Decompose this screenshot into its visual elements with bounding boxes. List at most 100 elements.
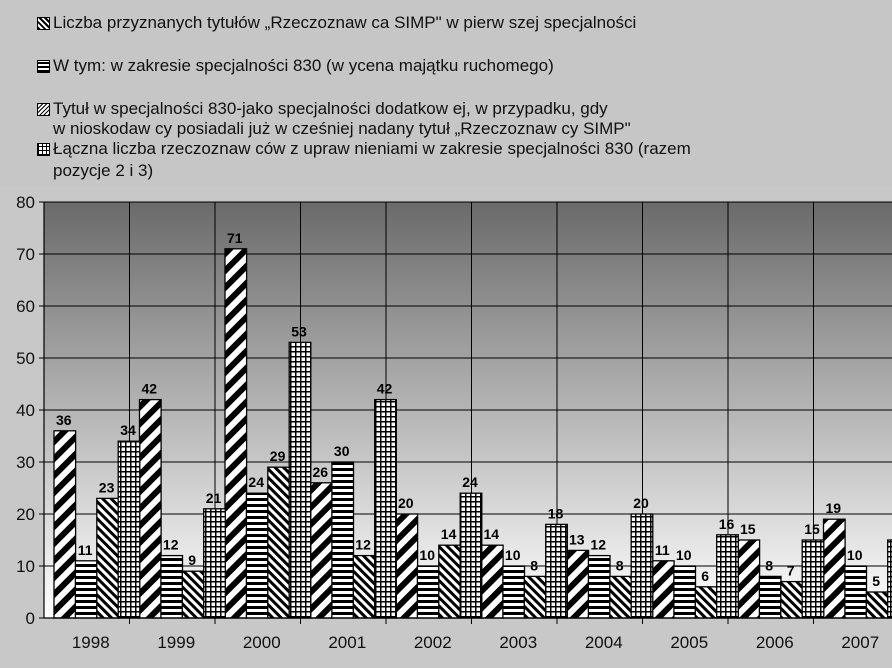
bar: [566, 549, 590, 619]
bar: [822, 518, 846, 619]
bar-value-label: 15: [740, 521, 756, 537]
bar: [758, 575, 782, 619]
bar: [801, 539, 825, 619]
legend-label: Łączna liczba rzeczoznaw ców z upraw nie…: [53, 139, 691, 158]
bar: [865, 591, 889, 619]
bar: [673, 565, 697, 619]
bar-value-label: 42: [142, 381, 158, 397]
legend: Liczba przyznanych tytułów „Rzeczoznaw c…: [0, 0, 892, 186]
bar-value-label: 8: [765, 557, 773, 573]
bar: [117, 440, 141, 619]
bar-value-label: 29: [270, 448, 286, 464]
x-tick-label: 2007: [841, 633, 879, 652]
x-tick-label: 2006: [756, 633, 794, 652]
bar: [288, 341, 312, 619]
bar-value-label: 24: [248, 474, 264, 490]
bar-value-label: 30: [334, 443, 350, 459]
bar-value-label: 14: [484, 526, 500, 542]
bar: [480, 544, 504, 619]
bar-value-label: 8: [616, 557, 624, 573]
x-tick-label: 2005: [670, 633, 708, 652]
bar: [309, 482, 333, 619]
x-tick-label: 2002: [414, 633, 452, 652]
bar: [395, 513, 419, 619]
bar-value-label: 6: [701, 568, 709, 584]
bar: [96, 497, 120, 619]
gridlines: [44, 201, 892, 618]
legend-label: Liczba przyznanych tytułów „Rzeczoznaw c…: [53, 13, 637, 32]
bar: [630, 513, 654, 619]
x-tick-label: 2003: [499, 633, 537, 652]
bar-value-label: 11: [78, 542, 93, 558]
legend-swatch-grid-icon: [37, 143, 50, 156]
bar: [459, 492, 483, 619]
bar: [203, 508, 226, 619]
y-tick-label: 70: [16, 245, 35, 264]
bar-value-label: 7: [787, 563, 795, 579]
y-tick-label: 80: [16, 193, 35, 212]
legend-swatch-fine-diagonal-icon: [37, 103, 50, 116]
bar: [224, 248, 248, 619]
bar: [416, 565, 440, 619]
bar-value-label: 26: [313, 464, 329, 480]
bar-value-label: 34: [120, 422, 136, 438]
y-tick-label: 20: [16, 505, 35, 524]
bar: [716, 534, 739, 619]
bar-value-label: 19: [826, 500, 842, 516]
bar-value-label: 5: [872, 573, 880, 589]
bars: [53, 248, 892, 619]
legend-label: pozycje 2 i 3): [53, 161, 154, 180]
x-tick-label: 1998: [72, 633, 110, 652]
bar-value-label: 24: [462, 474, 478, 490]
bar-value-label: 23: [99, 479, 115, 495]
bar: [74, 560, 98, 619]
bar: [587, 554, 611, 619]
bar: [181, 570, 205, 619]
bar: [844, 565, 868, 619]
legend-label: Tytuł w specjalności 830-jako specjalnoś…: [53, 99, 608, 118]
bar: [737, 539, 761, 619]
bar-value-label: 36: [56, 412, 72, 428]
x-tick-label: 2001: [328, 633, 366, 652]
bar: [694, 586, 718, 619]
bar-value-label: 9: [188, 552, 196, 568]
bar-value-label: 12: [355, 537, 371, 553]
x-tick-label: 1999: [157, 633, 195, 652]
bar-value-label: 12: [163, 537, 179, 553]
bar: [523, 575, 547, 619]
bar-value-label: 16: [719, 516, 735, 532]
bar-value-label: 8: [530, 557, 538, 573]
bar: [138, 398, 162, 619]
bar-value-label: 12: [590, 537, 606, 553]
bar-value-label: 18: [548, 505, 564, 521]
bar: [887, 539, 892, 619]
bar-value-label: 10: [505, 547, 521, 563]
y-tick-label: 50: [16, 349, 35, 368]
legend-swatch-diagonal-icon: [37, 17, 50, 30]
bar-value-label: 20: [398, 495, 414, 511]
y-tick-label: 10: [16, 557, 35, 576]
bar: [438, 544, 462, 619]
bar: [160, 554, 184, 619]
y-tick-label: 40: [16, 401, 35, 420]
bar: [609, 575, 633, 619]
legend-swatch-horizontal-icon: [37, 60, 50, 73]
legend-label: W tym: w zakresie specjalności 830 (w yc…: [53, 56, 554, 75]
x-tick-label: 2000: [243, 633, 281, 652]
y-tick-label: 0: [26, 609, 35, 628]
bar: [374, 398, 397, 619]
bar: [352, 554, 376, 619]
bar: [651, 560, 675, 619]
bar-value-label: 11: [655, 542, 670, 558]
bar: [245, 492, 269, 619]
x-tick-label: 2004: [585, 633, 623, 652]
bar: [502, 565, 526, 619]
y-tick-label: 30: [16, 453, 35, 472]
bar-value-label: 10: [676, 547, 692, 563]
bar: [267, 466, 291, 619]
bar-value-label: 10: [419, 547, 435, 563]
bar-value-label: 10: [847, 547, 863, 563]
